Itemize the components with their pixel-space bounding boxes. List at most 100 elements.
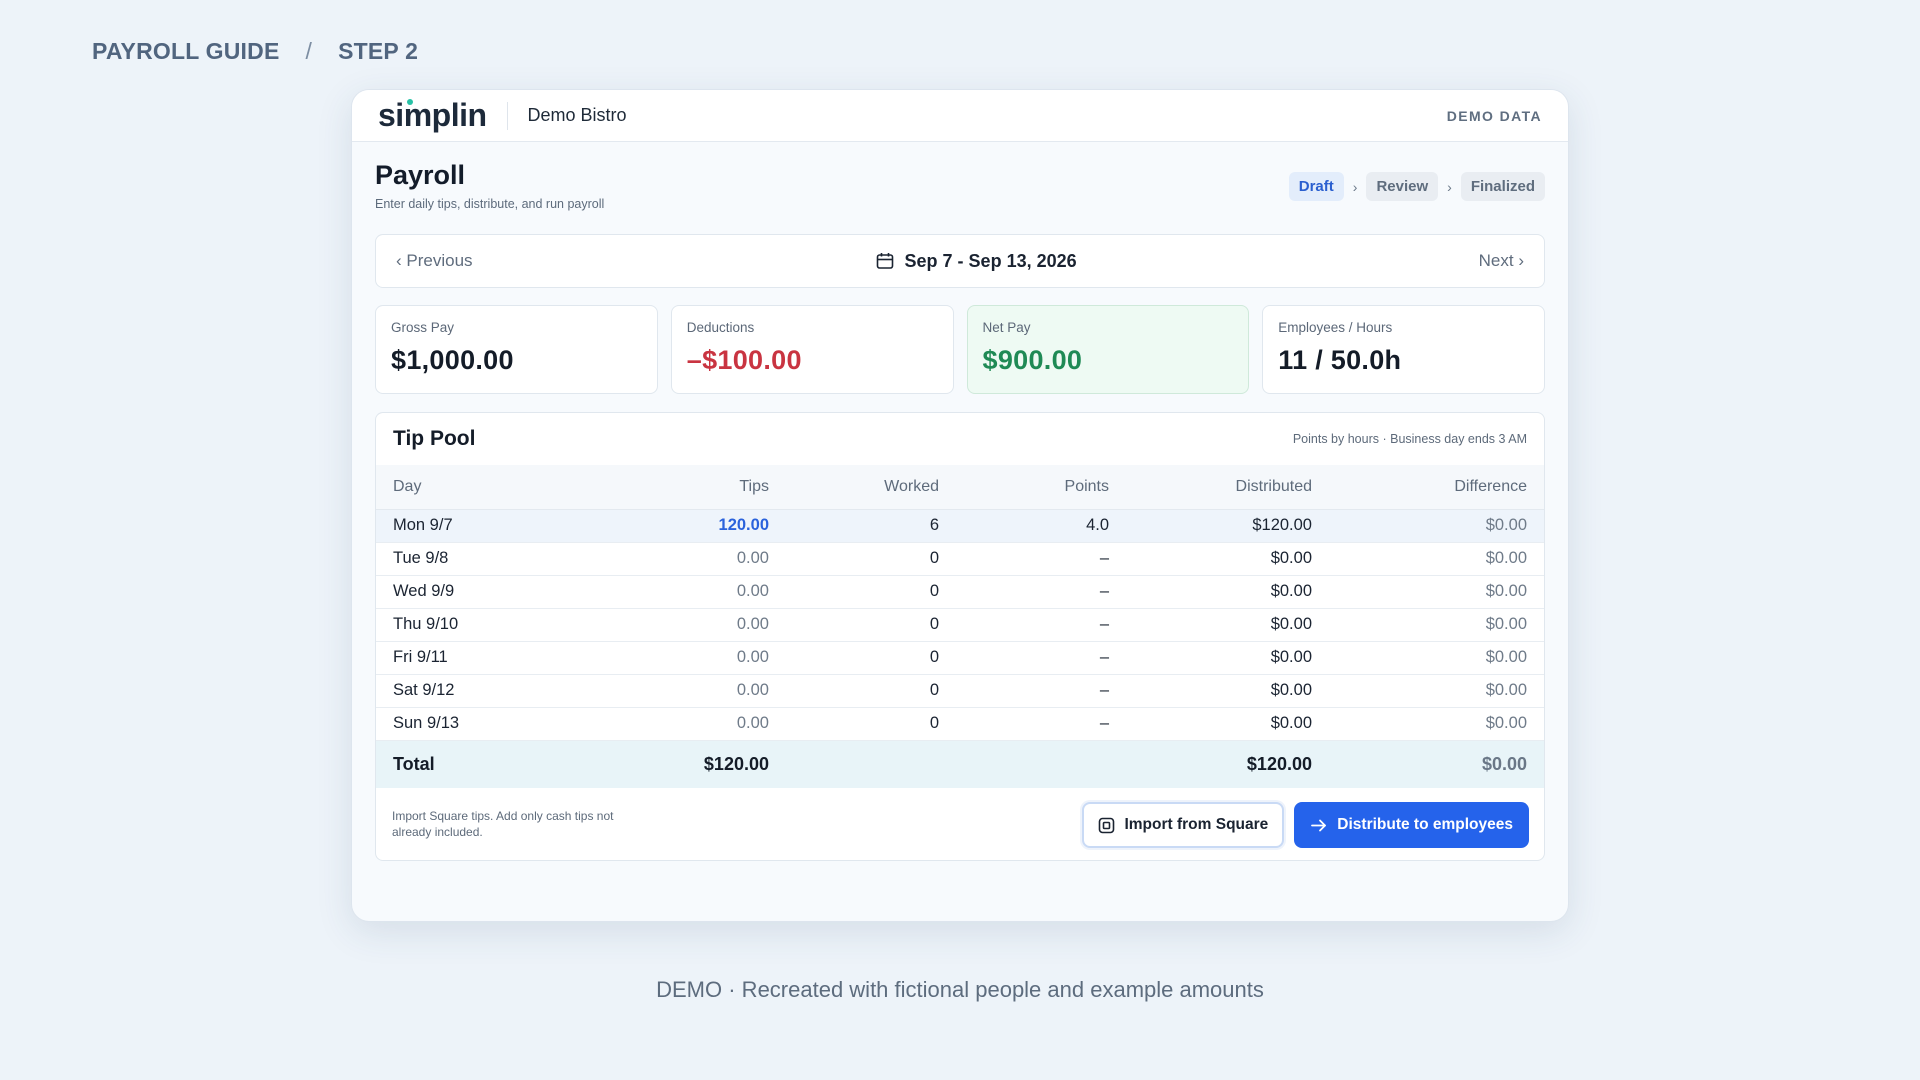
table-row[interactable]: Mon 9/7 120.00 6 4.0 $120.00 $0.00 [376, 509, 1544, 543]
difference-cell: $0.00 [1329, 509, 1544, 543]
day-cell: Sun 9/13 [376, 707, 606, 741]
stat-value: –$100.00 [686, 345, 802, 375]
app-window: simplin Demo Bistro DEMO DATA Payroll En… [351, 89, 1569, 922]
tips-input[interactable]: 0.00 [606, 674, 786, 708]
points-cell: – [956, 674, 1126, 708]
stat-label: Employees / Hours [1278, 320, 1393, 335]
day-cell: Tue 9/8 [376, 542, 606, 576]
difference-cell: $0.00 [1329, 707, 1544, 741]
points-cell: – [956, 608, 1126, 642]
worked-cell: 0 [786, 707, 956, 741]
distributed-cell: $0.00 [1126, 608, 1329, 642]
worked-cell: 0 [786, 608, 956, 642]
employees-hours-card: Employees / Hours 11 / 50.0h [1262, 305, 1545, 394]
total-tips: $120.00 [606, 740, 786, 788]
distributed-cell: $0.00 [1126, 542, 1329, 576]
next-week-button[interactable]: Next › [1478, 251, 1524, 270]
top-bar: simplin Demo Bistro DEMO DATA [352, 90, 1568, 142]
table-header-row: Day Tips Worked Points Distributed Diffe… [376, 465, 1544, 510]
demo-data-badge: DEMO DATA [1446, 107, 1542, 124]
table-row[interactable]: Thu 9/10 0.00 0 – $0.00 $0.00 [376, 608, 1544, 642]
column-header: Worked [786, 465, 956, 510]
day-cell: Wed 9/9 [376, 575, 606, 609]
tips-input[interactable]: 120.00 [606, 509, 786, 543]
total-row: Total $120.00 $120.00 $0.00 [376, 740, 1544, 788]
total-worked [786, 740, 956, 788]
distributed-cell: $120.00 [1126, 509, 1329, 543]
footer-note: Import Square tips. Add only cash tips n… [392, 809, 614, 839]
week-range-label: Sep 7 - Sep 13, 2026 [904, 250, 1077, 271]
table-row[interactable]: Wed 9/9 0.00 0 – $0.00 $0.00 [376, 575, 1544, 609]
tip-pool-title: Tip Pool [393, 427, 476, 450]
tips-input[interactable]: 0.00 [606, 641, 786, 675]
guide-title: PAYROLL GUIDE [92, 38, 280, 64]
tips-input[interactable]: 0.00 [606, 707, 786, 741]
step-finalized[interactable]: Finalized [1460, 172, 1545, 201]
week-range[interactable]: Sep 7 - Sep 13, 2026 [875, 251, 1077, 272]
table-row[interactable]: Sun 9/13 0.00 0 – $0.00 $0.00 [376, 707, 1544, 741]
column-header: Points [956, 465, 1126, 510]
worked-cell: 0 [786, 542, 956, 576]
worked-cell: 6 [786, 509, 956, 543]
distribute-to-employees-button[interactable]: Distribute to employees [1294, 802, 1529, 848]
previous-week-button[interactable]: ‹ Previous [396, 251, 473, 270]
table-row[interactable]: Fri 9/11 0.00 0 – $0.00 $0.00 [376, 641, 1544, 675]
net-pay-card: Net Pay $900.00 [966, 305, 1250, 394]
tip-pool-note: Points by hours · Business day ends 3 AM [1292, 432, 1527, 446]
points-cell: – [956, 575, 1126, 609]
tip-pool-table: Day Tips Worked Points Distributed Diffe… [376, 465, 1544, 788]
tip-pool-panel: Tip Pool Points by hours · Business day … [375, 412, 1545, 861]
points-cell: – [956, 707, 1126, 741]
day-cell: Sat 9/12 [376, 674, 606, 708]
tips-input[interactable]: 0.00 [606, 608, 786, 642]
deductions-card: Deductions –$100.00 [670, 305, 954, 394]
points-cell: – [956, 641, 1126, 675]
guide-breadcrumb: PAYROLL GUIDE / STEP 2 [92, 38, 418, 65]
import-from-square-button[interactable]: Import from Square [1082, 802, 1285, 848]
distributed-cell: $0.00 [1126, 641, 1329, 675]
summary-stats: Gross Pay $1,000.00 Deductions –$100.00 … [375, 305, 1545, 394]
difference-cell: $0.00 [1329, 542, 1544, 576]
column-header: Day [376, 465, 606, 510]
org-name[interactable]: Demo Bistro [527, 105, 627, 125]
worked-cell: 0 [786, 674, 956, 708]
stat-value: $1,000.00 [391, 345, 514, 375]
table-row[interactable]: Sat 9/12 0.00 0 – $0.00 $0.00 [376, 674, 1544, 708]
difference-cell: $0.00 [1329, 674, 1544, 708]
difference-cell: $0.00 [1329, 641, 1544, 675]
square-logo-icon [1099, 817, 1115, 833]
day-cell: Thu 9/10 [376, 608, 606, 642]
difference-cell: $0.00 [1329, 608, 1544, 642]
tips-input[interactable]: 0.00 [606, 542, 786, 576]
stat-label: Gross Pay [391, 320, 455, 335]
page-subtitle: Enter daily tips, distribute, and run pa… [375, 197, 605, 211]
day-cell: Fri 9/11 [376, 641, 606, 675]
week-selector: ‹ Previous Sep 7 - Sep 13, 2026 Next › [375, 234, 1545, 288]
app-logo[interactable]: simplin [378, 97, 487, 133]
worked-cell: 0 [786, 641, 956, 675]
gross-pay-card: Gross Pay $1,000.00 [375, 305, 658, 394]
chevron-right-icon: › [1352, 178, 1358, 195]
total-difference: $0.00 [1329, 740, 1544, 788]
step-review[interactable]: Review [1366, 172, 1439, 201]
tips-input[interactable]: 0.00 [606, 575, 786, 609]
difference-cell: $0.00 [1329, 575, 1544, 609]
total-points [956, 740, 1126, 788]
column-header: Difference [1329, 465, 1544, 510]
table-row[interactable]: Tue 9/8 0.00 0 – $0.00 $0.00 [376, 542, 1544, 576]
demo-caption: DEMO · Recreated with fictional people a… [656, 977, 1264, 1002]
page-header: Payroll Enter daily tips, distribute, an… [375, 142, 1545, 234]
divider [506, 101, 508, 130]
stat-value: $900.00 [982, 345, 1083, 375]
step-draft[interactable]: Draft [1288, 172, 1344, 201]
stat-label: Net Pay [982, 320, 1031, 335]
stat-label: Deductions [686, 320, 755, 335]
total-distributed: $120.00 [1126, 740, 1329, 788]
guide-step: STEP 2 [338, 38, 419, 64]
column-header: Tips [606, 465, 786, 510]
calendar-icon [876, 253, 893, 269]
total-label: Total [376, 740, 606, 788]
day-cell: Mon 9/7 [376, 509, 606, 543]
worked-cell: 0 [786, 575, 956, 609]
points-cell: 4.0 [956, 509, 1126, 543]
